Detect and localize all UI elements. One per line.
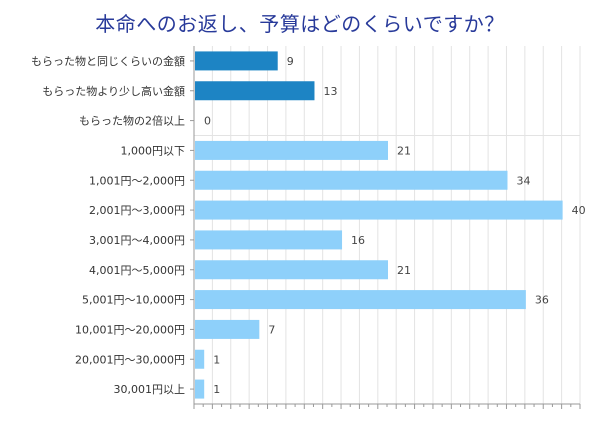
value-label: 13 <box>323 85 337 98</box>
category-label: もらった物の2倍以上 <box>79 114 185 128</box>
value-label: 21 <box>397 264 411 277</box>
bars <box>195 51 563 399</box>
category-label: 30,001円以上 <box>114 383 186 396</box>
bar <box>195 81 315 101</box>
bar <box>195 290 526 310</box>
category-label: もらった物と同じくらいの金額 <box>31 54 185 68</box>
category-label: もらった物より少し高い金額 <box>42 84 185 98</box>
bar <box>195 170 508 190</box>
bar <box>195 349 205 369</box>
value-label: 7 <box>268 323 275 336</box>
category-label: 1,000円以下 <box>121 144 186 157</box>
category-label: 3,001円～4,000円 <box>89 234 185 247</box>
category-label: 2,001円～3,000円 <box>89 204 185 217</box>
axes <box>190 46 581 409</box>
value-label: 0 <box>204 115 211 128</box>
category-label: 10,001円～20,000円 <box>75 323 185 336</box>
category-label: 5,001円～10,000円 <box>82 294 185 307</box>
bar <box>195 51 278 71</box>
bar <box>195 140 388 160</box>
labels: もらった物と同じくらいの金額 9 もらった物より少し高い金額 13 もらった物の2倍以上… <box>31 54 586 396</box>
value-label: 40 <box>572 204 586 217</box>
value-label: 16 <box>351 234 365 247</box>
value-label: 1 <box>213 383 220 396</box>
bar <box>195 200 563 220</box>
value-label: 9 <box>287 55 294 68</box>
chart-title: 本命へのお返し、予算はどのくらいですか？ <box>95 12 505 36</box>
bar <box>195 319 260 339</box>
category-label: 4,001円～5,000円 <box>89 264 185 277</box>
value-label: 34 <box>516 174 530 187</box>
value-label: 1 <box>213 353 220 366</box>
category-label: 20,001円～30,000円 <box>75 353 185 366</box>
value-label: 36 <box>535 294 549 307</box>
bar <box>195 379 205 399</box>
grid-lines <box>194 46 581 404</box>
category-label: 1,001円～2,000円 <box>89 174 185 187</box>
bar <box>195 230 343 250</box>
bar <box>195 260 388 280</box>
value-label: 21 <box>397 144 411 157</box>
